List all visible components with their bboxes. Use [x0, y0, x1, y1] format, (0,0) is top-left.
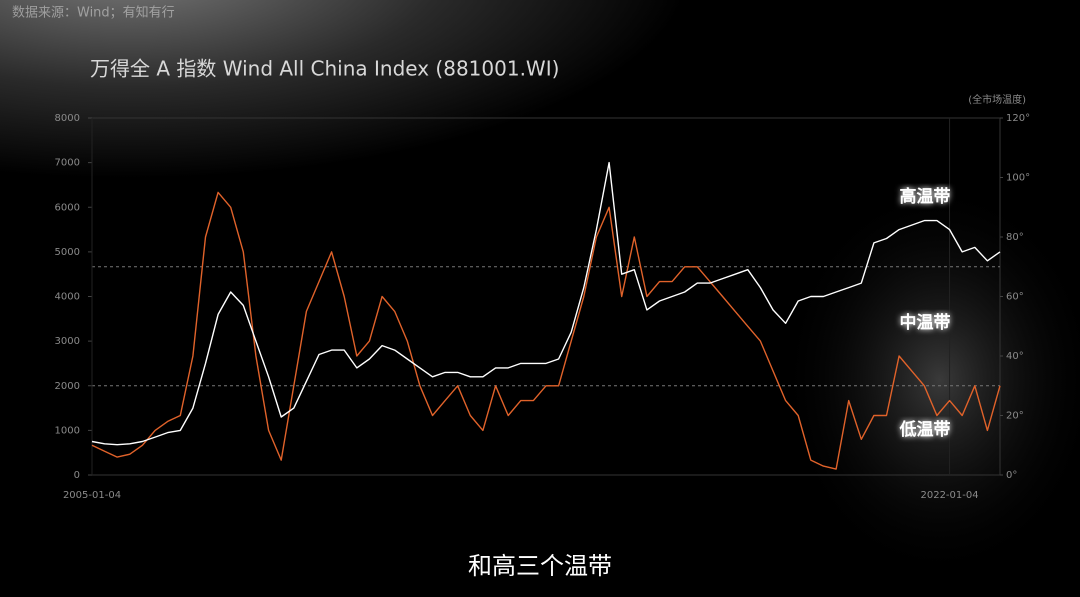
background-glow	[780, 180, 1080, 580]
series-line	[91, 161, 1001, 446]
y-tick-label: 2000	[55, 381, 80, 392]
chart-title: 万得全 A 指数 Wind All China Index (881001.WI…	[90, 57, 559, 81]
source-note: 数据来源：Wind；有知有行	[12, 5, 175, 21]
band-annotation: 中温带	[900, 312, 951, 333]
y2-tick-label: 0°	[1006, 470, 1017, 481]
series-line	[91, 191, 1001, 470]
subtitle: 和高三个温带	[468, 552, 612, 580]
y-tick-label: 4000	[55, 292, 80, 303]
y-tick-label: 8000	[55, 113, 80, 124]
y2-tick-label: 40°	[1006, 351, 1024, 362]
x-tick-label: 2005-01-04	[63, 490, 121, 501]
x-tick-label: 2022-01-04	[920, 490, 978, 501]
y2-tick-label: 120°	[1006, 113, 1030, 124]
y-tick-label: 1000	[55, 425, 80, 436]
y-tick-label: 6000	[55, 202, 80, 213]
y2-axis-title: (全市场温度)	[968, 93, 1026, 106]
band-annotation: 低温带	[899, 419, 951, 440]
y-tick-label: 7000	[55, 158, 80, 169]
y2-tick-label: 80°	[1006, 232, 1024, 243]
y-tick-label: 0	[74, 470, 80, 481]
y-tick-label: 5000	[55, 247, 80, 258]
y-tick-label: 3000	[55, 336, 80, 347]
y2-tick-label: 20°	[1006, 411, 1024, 422]
y2-tick-label: 100°	[1006, 173, 1030, 184]
y2-tick-label: 60°	[1006, 292, 1024, 303]
band-annotation: 高温带	[900, 186, 951, 207]
